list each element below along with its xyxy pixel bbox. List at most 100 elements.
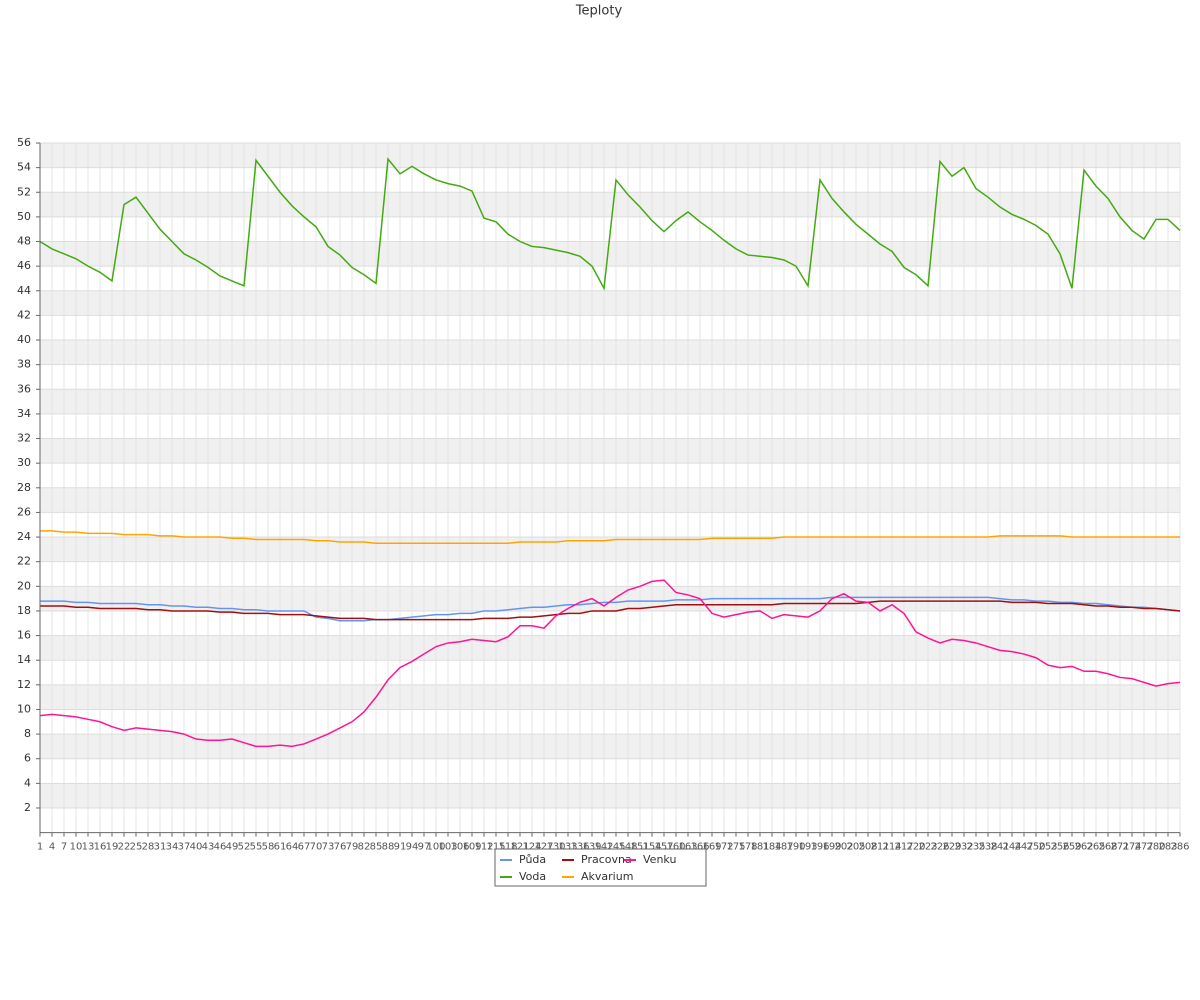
legend-label: Půda [519, 853, 546, 866]
x-tick-label xl: 217 [894, 842, 913, 853]
y-tick-label: 42 [17, 308, 31, 321]
x-tick-label xl: 169 [702, 842, 721, 853]
series-line [40, 530, 1180, 544]
grid-band [40, 586, 1180, 611]
y-tick-label: 6 [24, 752, 31, 765]
y-tick-label: 2 [24, 801, 31, 814]
grid-band [40, 487, 1180, 513]
x-tick-label xl: 166 [690, 842, 709, 853]
x-tick-label xl: 283 [1158, 842, 1177, 853]
x-tick-label xl: 16 [94, 842, 107, 853]
x-tick-label xl: 259 [1062, 842, 1081, 853]
y-tick-label: 28 [17, 481, 31, 494]
x-tick-label xl: 7 [61, 842, 67, 853]
x-tick-label xl: 61 [274, 842, 287, 853]
x-tick-label xl: 79 [346, 842, 359, 853]
y-tick-label: 56 [17, 136, 31, 149]
x-tick-label xl: 106 [450, 842, 469, 853]
x-tick-label xl: 151 [630, 842, 649, 853]
x-tick-label xl: 67 [298, 842, 311, 853]
x-tick-label xl: 271 [1110, 842, 1129, 853]
x-tick-label xl: 28 [142, 842, 155, 853]
grid-band [40, 340, 1180, 365]
x-tick-label xl: 142 [594, 842, 613, 853]
legend-label: Voda [519, 870, 546, 883]
y-tick-label: 4 [24, 776, 31, 789]
y-tick-label: 22 [17, 555, 31, 568]
x-tick-label xl: 274 [1122, 842, 1141, 853]
x-tick-label xl: 178 [738, 842, 757, 853]
x-tick-label xl: 196 [810, 842, 829, 853]
x-tick-label xl: 82 [358, 842, 371, 853]
x-tick-label xl: 130 [546, 842, 565, 853]
x-tick-label xl: 55 [250, 842, 263, 853]
y-tick-label: 18 [17, 604, 31, 617]
y-tick-label: 50 [17, 210, 31, 223]
x-tick-label xl: 73 [322, 842, 335, 853]
x-tick-label xl: 34 [166, 842, 179, 853]
x-tick-label xl: 97 [418, 842, 431, 853]
x-tick-label xl: 250 [1026, 842, 1045, 853]
grid-band [40, 143, 1180, 168]
x-tick-label xl: 160 [666, 842, 685, 853]
x-tick-label xl: 91 [394, 842, 407, 853]
y-tick-label: 16 [17, 629, 31, 642]
x-tick-label xl: 184 [762, 842, 781, 853]
x-tick-label xl: 220 [906, 842, 925, 853]
x-tick-label xl: 85 [370, 842, 383, 853]
x-tick-label xl: 103 [438, 842, 457, 853]
axes: 2468101214161820222426283032343638404244… [17, 136, 1190, 853]
grid-band [40, 192, 1180, 217]
x-tick-label xl: 235 [966, 842, 985, 853]
grid-band [40, 438, 1180, 464]
x-tick-label xl: 10 [70, 842, 83, 853]
x-tick-label xl: 175 [726, 842, 745, 853]
y-tick-label: 52 [17, 185, 31, 198]
x-tick-label xl: 172 [714, 842, 733, 853]
y-tick-label: 26 [17, 505, 31, 518]
series-line [39, 157, 1181, 291]
x-tick-label xl: 25 [130, 842, 143, 853]
x-tick-label xl: 139 [582, 842, 601, 853]
grid-band [40, 635, 1180, 661]
x-tick-label xl: 115 [486, 842, 505, 853]
x-tick-label xl: 46 [214, 842, 227, 853]
x-tick-label xl: 208 [858, 842, 877, 853]
x-tick-label xl: 136 [570, 842, 589, 853]
x-tick-label xl: 268 [1098, 842, 1117, 853]
x-tick-label xl: 193 [798, 842, 817, 853]
x-tick-label xl: 37 [178, 842, 191, 853]
x-tick-label xl: 202 [834, 842, 853, 853]
x-tick-label xl: 238 [978, 842, 997, 853]
x-tick-label xl: 229 [942, 842, 961, 853]
x-tick-label xl: 118 [498, 842, 517, 853]
horizontal-grid [40, 142, 1180, 809]
series-line [40, 600, 1181, 621]
x-tick-label xl: 121 [510, 842, 529, 853]
y-tick-label: 14 [17, 653, 31, 666]
y-tick-label: 30 [17, 456, 31, 469]
x-tick-label xl: 181 [750, 842, 769, 853]
y-tick-label: 24 [17, 530, 31, 543]
x-tick-label xl: 22 [118, 842, 131, 853]
x-tick-label xl: 19 [106, 842, 119, 853]
x-tick-label xl: 133 [558, 842, 577, 853]
x-tick-label xl: 187 [774, 842, 793, 853]
x-tick-label xl: 100 [426, 842, 445, 853]
y-tick-label: 38 [17, 358, 31, 371]
y-tick-label: 40 [17, 333, 31, 346]
x-tick-label xl: 94 [406, 842, 419, 853]
grid-band [40, 241, 1180, 267]
x-tick-label xl: 190 [786, 842, 805, 853]
x-tick-label xl: 49 [226, 842, 239, 853]
x-tick-label xl: 52 [238, 842, 251, 853]
x-tick-label xl: 286 [1170, 842, 1189, 853]
x-tick-label xl: 241 [990, 842, 1009, 853]
x-tick-label xl: 40 [190, 842, 203, 853]
x-tick-label xl: 265 [1086, 842, 1105, 853]
x-tick-label xl: 109 [462, 842, 481, 853]
x-tick-label xl: 205 [846, 842, 865, 853]
x-tick-label xl: 112 [474, 842, 493, 853]
x-tick-label xl: 256 [1050, 842, 1069, 853]
